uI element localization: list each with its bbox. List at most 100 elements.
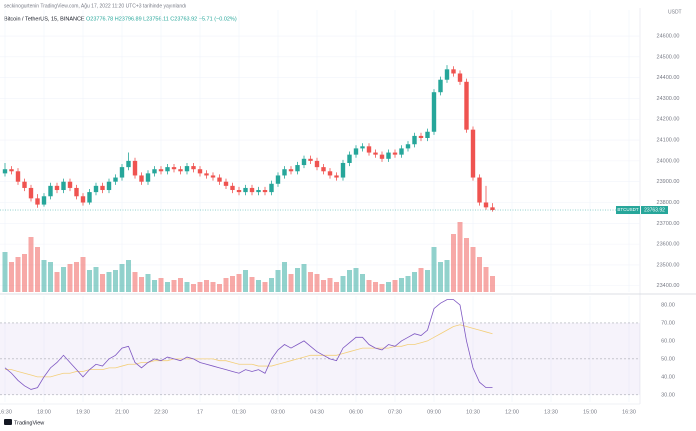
volume-bar bbox=[2, 252, 8, 292]
last-price-label: 23763.92 bbox=[644, 207, 665, 213]
volume-bar bbox=[249, 277, 255, 292]
y-tick-label: 24300.00 bbox=[657, 96, 680, 102]
candle-body bbox=[217, 177, 222, 182]
volume-bar bbox=[464, 238, 469, 292]
candle-body bbox=[470, 129, 476, 178]
volume-bar bbox=[490, 276, 495, 292]
candle-body bbox=[431, 92, 437, 132]
y-tick-label: 23500.00 bbox=[657, 262, 680, 268]
volume-bar bbox=[35, 247, 40, 292]
volume-bar bbox=[347, 270, 352, 292]
candle-body bbox=[74, 187, 79, 197]
volume-bar bbox=[48, 262, 53, 292]
volume-bar bbox=[405, 276, 411, 292]
volume-bar bbox=[223, 278, 229, 292]
volume-bar bbox=[412, 272, 417, 292]
candle-body bbox=[9, 169, 14, 172]
volume-bar bbox=[15, 257, 21, 292]
candle-body bbox=[451, 69, 456, 74]
candle-body bbox=[321, 167, 326, 172]
candle-body bbox=[119, 167, 125, 178]
volume-bar bbox=[483, 267, 489, 292]
volume-bar bbox=[386, 282, 391, 292]
rsi-ma-line bbox=[5, 324, 493, 378]
candle-body bbox=[314, 160, 320, 168]
volume-bar bbox=[54, 272, 60, 292]
rsi-tick-label: 30.00 bbox=[661, 392, 675, 398]
candle-body bbox=[93, 185, 99, 193]
x-tick-label: 15:00 bbox=[583, 409, 597, 415]
volume-bar bbox=[366, 280, 372, 292]
candle-body bbox=[54, 185, 60, 191]
candle-body bbox=[399, 148, 404, 155]
volume-bar bbox=[28, 237, 34, 292]
candle-body bbox=[2, 169, 8, 174]
volume-bar bbox=[295, 268, 300, 292]
y-tick-label: 23600.00 bbox=[657, 242, 680, 248]
y-tick-label: 24200.00 bbox=[657, 117, 680, 123]
volume-bar bbox=[41, 260, 47, 292]
volume-bar bbox=[145, 274, 151, 292]
volume-bar bbox=[184, 282, 190, 292]
candle-body bbox=[48, 185, 53, 197]
volume-bar bbox=[9, 262, 14, 292]
candle-body bbox=[405, 144, 411, 149]
candle-body bbox=[158, 169, 164, 172]
x-tick-label: 10:30 bbox=[466, 409, 480, 415]
currency-label: USDT bbox=[668, 9, 682, 15]
x-tick-label: 16:30 bbox=[0, 409, 12, 415]
candle-body bbox=[308, 158, 313, 161]
rsi-tick-label: 40.00 bbox=[661, 374, 675, 380]
ohlc-info: O23776.78 H23796.89 L23756.11 C23763.92 … bbox=[86, 16, 237, 22]
candle-body bbox=[80, 196, 86, 203]
candle-body bbox=[301, 158, 307, 166]
volume-bar bbox=[288, 274, 294, 292]
volume-bar bbox=[204, 280, 209, 292]
volume-bar bbox=[243, 270, 248, 292]
y-tick-label: 23900.00 bbox=[657, 179, 680, 185]
candle-body bbox=[366, 146, 372, 153]
volume-bar bbox=[438, 262, 443, 292]
candle-body bbox=[256, 190, 261, 193]
candle-body bbox=[106, 181, 112, 191]
volume-bar bbox=[67, 264, 73, 292]
candle-body bbox=[418, 135, 424, 138]
x-tick-label: 09:00 bbox=[427, 409, 441, 415]
candle-body bbox=[340, 162, 346, 178]
candle-body bbox=[243, 187, 248, 193]
candle-body bbox=[223, 181, 229, 186]
volume-bar bbox=[210, 282, 216, 292]
volume-bar bbox=[262, 282, 268, 292]
x-tick-label: 17 bbox=[197, 409, 203, 415]
x-tick-label: 22:30 bbox=[154, 409, 168, 415]
volume-bar bbox=[425, 270, 430, 292]
candle-body bbox=[386, 152, 391, 159]
rsi-tick-label: 80.00 bbox=[661, 302, 675, 308]
candle-body bbox=[230, 185, 235, 191]
volume-bar bbox=[113, 270, 118, 292]
candle-body bbox=[249, 187, 255, 193]
volume-bar bbox=[132, 272, 138, 292]
candle-body bbox=[184, 166, 190, 172]
candle-body bbox=[22, 181, 27, 188]
candle-body bbox=[483, 202, 489, 208]
x-tick-label: 04:30 bbox=[310, 409, 324, 415]
y-tick-label: 23700.00 bbox=[657, 221, 680, 227]
candle-body bbox=[191, 166, 196, 170]
y-tick-label: 24000.00 bbox=[657, 158, 680, 164]
candle-body bbox=[61, 181, 66, 191]
candle-body bbox=[347, 154, 352, 163]
candle-body bbox=[67, 181, 73, 188]
candle-body bbox=[444, 69, 450, 80]
candle-body bbox=[262, 190, 268, 193]
volume-bar bbox=[80, 257, 86, 292]
x-tick-label: 01:30 bbox=[232, 409, 246, 415]
candle-body bbox=[477, 177, 482, 203]
volume-bar bbox=[165, 282, 170, 292]
candle-body bbox=[392, 152, 398, 155]
volume-bar bbox=[314, 274, 320, 292]
y-tick-label: 24400.00 bbox=[657, 75, 680, 81]
volume-bar bbox=[171, 280, 177, 292]
